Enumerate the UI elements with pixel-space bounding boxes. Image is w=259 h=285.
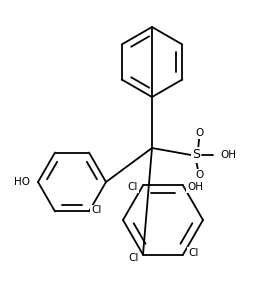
Text: OH: OH (187, 182, 203, 192)
Text: Cl: Cl (188, 248, 198, 258)
Text: Cl: Cl (128, 182, 138, 192)
Text: Cl: Cl (129, 253, 139, 263)
Text: HO: HO (14, 177, 30, 187)
Text: O: O (196, 128, 204, 138)
Text: Cl: Cl (91, 205, 101, 215)
Text: O: O (196, 170, 204, 180)
Text: OH: OH (220, 150, 236, 160)
Text: S: S (192, 148, 200, 162)
